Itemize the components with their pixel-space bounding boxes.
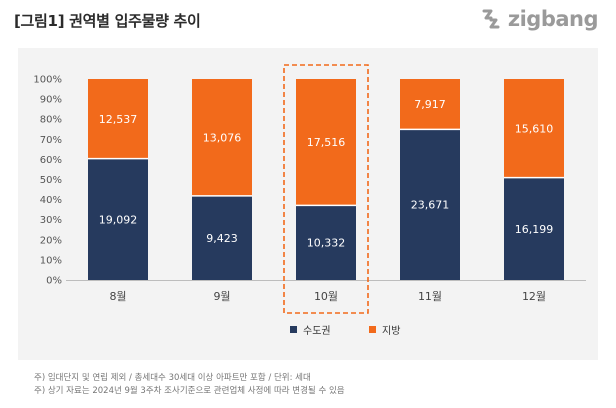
x-tick-label: 10월 — [314, 290, 338, 303]
x-tick-label: 9월 — [213, 290, 230, 303]
data-label-regional: 15,610 — [515, 122, 554, 135]
y-tick-label: 80% — [40, 115, 62, 126]
highlight-box — [283, 64, 369, 314]
bar-regional — [88, 79, 148, 159]
stacked-bar-chart: 0% 10% 20% 30% 40% 50% 60% 70% 80% 90% 100% 19,092 1… — [33, 64, 586, 314]
data-label-capital: 10,332 — [307, 237, 346, 250]
legend: 수도권 지방 — [0, 322, 616, 338]
legend-item-capital: 수도권 — [290, 322, 331, 337]
data-label-regional: 17,516 — [307, 136, 346, 149]
x-tick-label: 8월 — [109, 290, 126, 303]
y-tick-label: 0% — [46, 276, 62, 287]
legend-swatch-capital — [290, 326, 297, 333]
x-tick-label: 12월 — [522, 290, 546, 303]
bar-capital — [400, 129, 460, 280]
legend-item-regional: 지방 — [369, 322, 400, 337]
data-label-regional: 12,537 — [99, 113, 138, 126]
legend-label-capital: 수도권 — [303, 326, 331, 337]
chart-panel: 0% 10% 20% 30% 40% 50% 60% 70% 80% 90% 100% 19,092 1… — [18, 48, 598, 360]
x-tick-label: 11월 — [418, 290, 442, 303]
legend-swatch-regional — [369, 326, 376, 333]
data-label-regional: 13,076 — [203, 131, 242, 144]
zigbang-logo-icon — [482, 9, 500, 29]
y-tick-label: 20% — [40, 235, 62, 246]
data-label-capital: 23,671 — [411, 199, 450, 212]
bar-regional — [192, 79, 252, 196]
logo-text: zigbang — [507, 7, 599, 31]
footnotes: 주) 임대단지 및 연립 제외 / 총세대수 30세대 이상 아파트만 포함 /… — [34, 372, 345, 398]
figure-title: [그림1] 권역별 입주물량 추이 — [14, 12, 201, 30]
y-tick-label: 30% — [40, 215, 62, 226]
y-tick-label: 100% — [33, 75, 62, 86]
data-label-capital: 19,092 — [99, 213, 138, 226]
y-tick-label: 70% — [40, 135, 62, 146]
bar-capital — [296, 205, 356, 280]
bar-capital — [504, 177, 564, 280]
footnote: 주) 상기 자료는 2024년 9월 3주차 조사기준으로 관련업체 사정에 따… — [34, 386, 345, 396]
y-tick-label: 90% — [40, 95, 62, 106]
data-label-regional: 7,917 — [414, 98, 446, 111]
footnote: 주) 임대단지 및 연립 제외 / 총세대수 30세대 이상 아파트만 포함 /… — [34, 373, 311, 383]
y-tick-label: 10% — [40, 255, 62, 266]
logo: zigbang — [480, 6, 599, 32]
bar-capital — [88, 158, 148, 280]
bar-capital — [192, 195, 252, 280]
y-tick-label: 40% — [40, 195, 62, 206]
data-label-capital: 16,199 — [515, 223, 554, 236]
y-tick-label: 60% — [40, 155, 62, 166]
y-tick-label: 50% — [40, 175, 62, 186]
legend-label-regional: 지방 — [382, 326, 401, 337]
bar-regional — [400, 79, 460, 130]
data-label-capital: 9,423 — [206, 232, 238, 245]
bar-regional — [296, 79, 356, 206]
bar-regional — [504, 79, 564, 178]
